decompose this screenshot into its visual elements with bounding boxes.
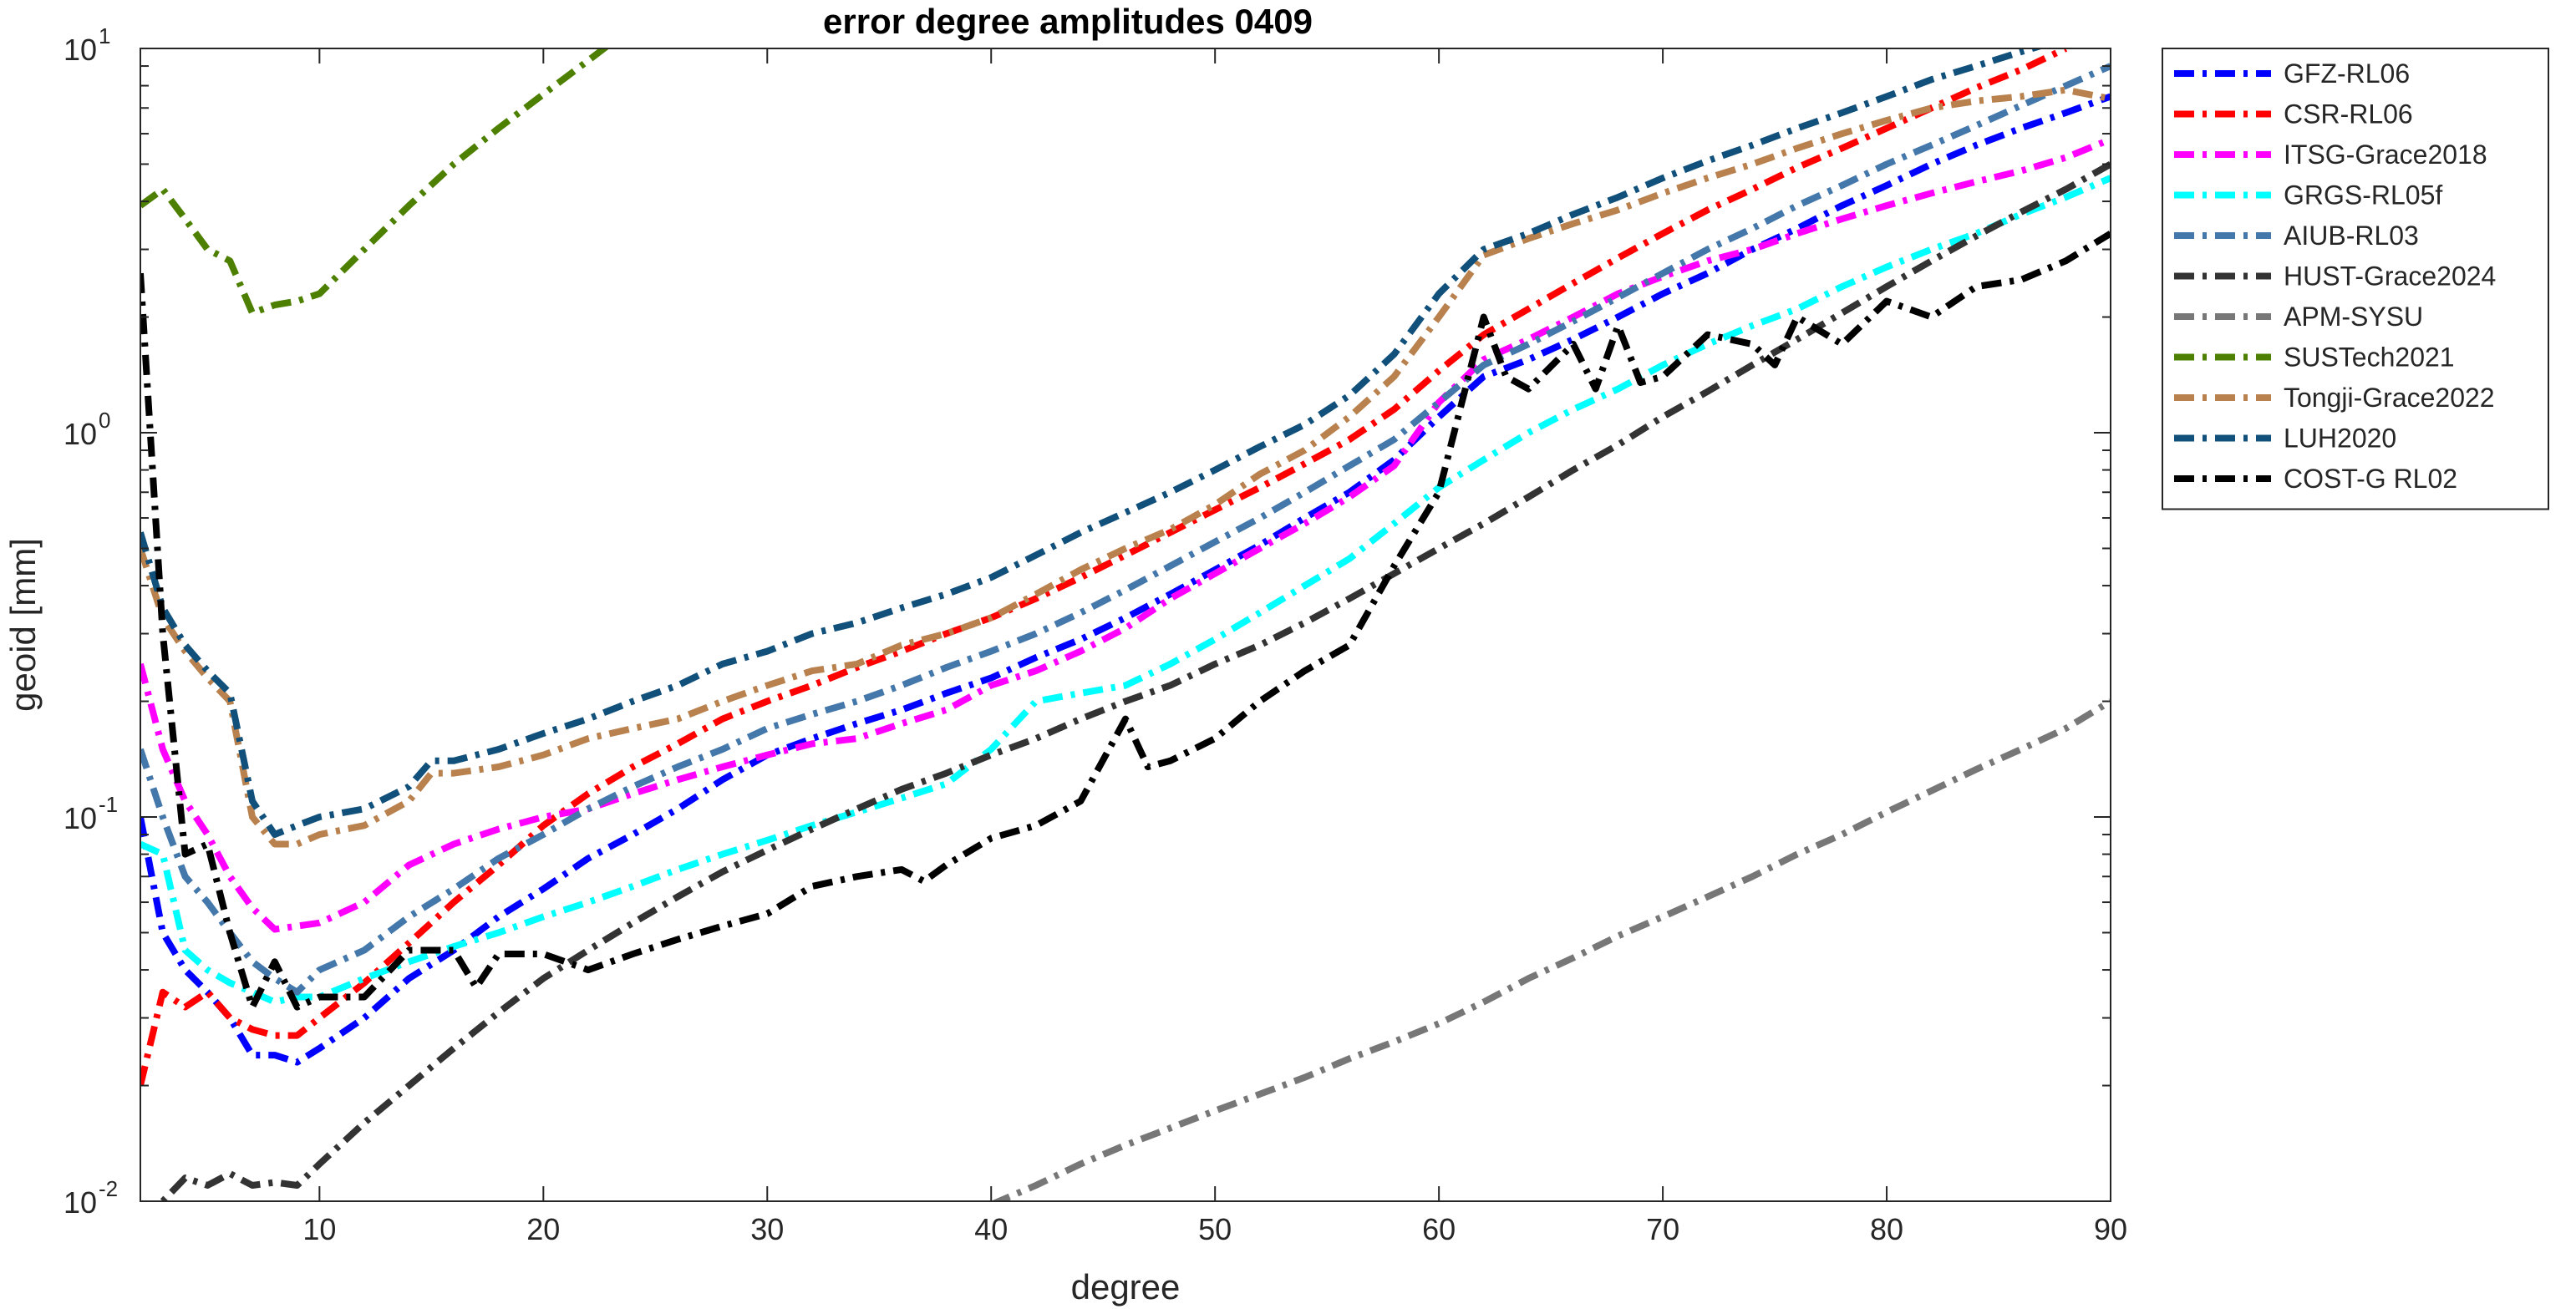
legend-entry-7: SUSTech2021 — [2284, 342, 2455, 373]
x-tick-label: 70 — [1646, 1212, 1679, 1246]
series-line-5 — [157, 161, 2111, 1201]
plot-area — [140, 48, 2111, 1201]
legend-entry-9: LUH2020 — [2284, 424, 2396, 454]
x-tick-label: 90 — [2094, 1212, 2127, 1246]
y-axis-label: geoid [mm] — [3, 538, 43, 712]
plot-frame — [140, 48, 2111, 1202]
series-line-10 — [140, 231, 2111, 1011]
x-tick-label: 20 — [526, 1212, 560, 1246]
series-line-7 — [140, 48, 610, 317]
legend-entry-8: Tongji-Grace2022 — [2284, 383, 2495, 413]
legend-entry-2: ITSG-Grace2018 — [2284, 140, 2487, 170]
series-layer — [140, 48, 2111, 1201]
series-line-2 — [140, 136, 2111, 933]
y-tick-label: 10 — [64, 801, 97, 835]
series-line-3 — [140, 175, 2111, 1006]
x-tick-label: 50 — [1198, 1212, 1232, 1246]
series-line-0 — [140, 93, 2111, 1066]
y-tick-exponent: -1 — [99, 792, 118, 817]
y-tick-label: 10 — [64, 1185, 97, 1220]
series-line-4 — [140, 63, 2111, 996]
series-line-9 — [140, 48, 2045, 838]
legend: GFZ-RL06 CSR-RL06 ITSG-Grace2018 GRGS-RL05f… — [2162, 48, 2549, 510]
x-tick-label: 10 — [302, 1212, 336, 1246]
legend-entry-5: HUST-Grace2024 — [2284, 261, 2496, 292]
series-line-8 — [140, 86, 2111, 848]
y-tick-exponent: 1 — [99, 23, 110, 48]
chart-title: error degree amplitudes 0409 — [823, 2, 1313, 41]
legend-entry-3: GRGS-RL05f — [2284, 180, 2442, 211]
y-tick-exponent: -2 — [99, 1176, 118, 1201]
x-tick-label: 40 — [974, 1212, 1008, 1246]
x-tick-label: 60 — [1422, 1212, 1456, 1246]
x-tick-label: 80 — [1870, 1212, 1903, 1246]
y-tick-label: 10 — [64, 417, 97, 451]
y-tick-label: 10 — [64, 33, 97, 67]
x-axis-label: degree — [1071, 1267, 1181, 1306]
legend-entry-0: GFZ-RL06 — [2284, 58, 2410, 89]
legend-entry-1: CSR-RL06 — [2284, 99, 2413, 129]
x-tick-label: 30 — [750, 1212, 784, 1246]
y-tick-exponent: 0 — [99, 408, 110, 433]
legend-entry-6: APM-SYSU — [2284, 302, 2423, 332]
legend-entry-10: COST-G RL02 — [2284, 464, 2457, 494]
legend-entry-4: AIUB-RL03 — [2284, 221, 2419, 251]
